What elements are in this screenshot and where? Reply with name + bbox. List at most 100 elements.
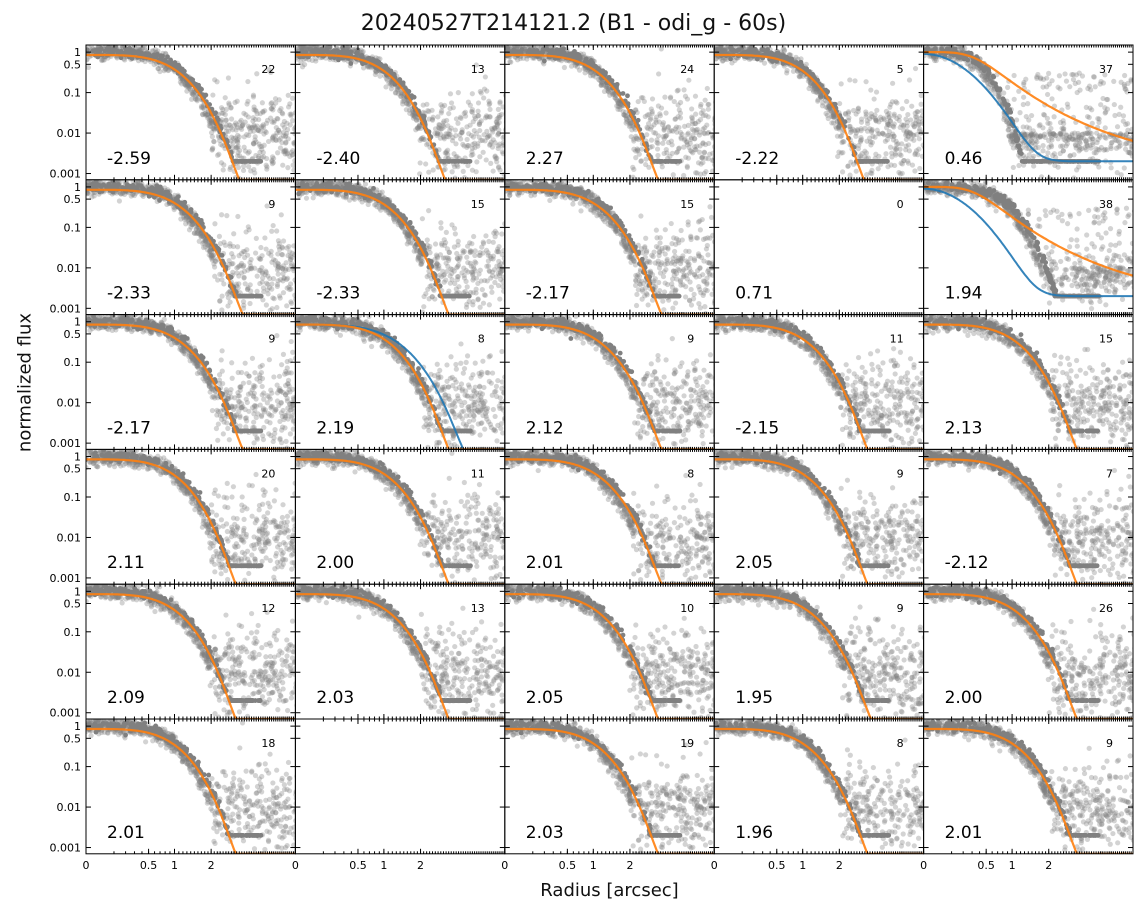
panel-9: 00.71	[713, 179, 925, 316]
panel-count: 9	[268, 198, 275, 211]
fit-curve-orange	[714, 458, 924, 585]
panel-21: 10.5 0.1 0.01 0.001 12 2.09	[50, 583, 296, 720]
panel-count: 10	[680, 602, 694, 615]
panel-count: 12	[261, 602, 275, 615]
x-tick-label: 1	[590, 859, 597, 872]
panel-value: -2.17	[107, 418, 151, 438]
panel-value: 2.01	[526, 553, 564, 573]
y-tick-label: 1	[74, 585, 81, 598]
panel-value: -2.15	[735, 418, 779, 438]
y-tick-label: 0.001	[50, 842, 82, 855]
panel-value: -2.40	[316, 149, 360, 169]
panel-value: -2.12	[945, 553, 989, 573]
fit-curve-blue	[923, 52, 1133, 163]
panel-count: 11	[890, 333, 904, 346]
panel-value: -2.22	[735, 149, 779, 169]
y-tick-label: 0.5	[64, 193, 82, 206]
panel-count: 22	[261, 63, 275, 76]
chart-title: 20240527T214121.2 (B1 - odi_g - 60s)	[0, 11, 1147, 36]
y-tick-label: 0.001	[50, 707, 82, 720]
panel-count: 15	[1099, 333, 1113, 346]
y-tick-label: 1	[74, 316, 81, 329]
panel-frame	[294, 718, 506, 855]
panel-value: 2.05	[735, 553, 773, 573]
panel-28: 0 0.5 1 2 19 2.03	[501, 718, 715, 872]
x-tick-label: 0.5	[349, 859, 367, 872]
y-tick-label: 1	[74, 451, 81, 464]
panel-8: 15 -2.17	[504, 179, 715, 316]
y-tick-label: 1	[74, 720, 81, 733]
panel-3: 242.27	[504, 44, 715, 181]
fit-curve-orange	[923, 185, 1133, 277]
y-tick-label: 0.5	[64, 328, 82, 341]
fit-curve-orange	[923, 51, 1133, 142]
panel-value: -2.59	[107, 149, 151, 169]
panel-7: 15 -2.33	[294, 179, 506, 316]
panel-count: 13	[471, 63, 485, 76]
profile-band	[504, 719, 683, 838]
y-tick-label: 0.01	[57, 397, 82, 410]
panel-20: 7 -2.12	[923, 448, 1134, 585]
panel-15: 152.13	[923, 314, 1134, 450]
x-tick-label: 1	[380, 859, 387, 872]
panel-count: 18	[261, 737, 275, 750]
y-tick-label: 0.1	[64, 221, 82, 234]
profile-band	[295, 450, 473, 569]
panel-count: 19	[680, 737, 694, 750]
panel-count: 9	[1106, 737, 1113, 750]
panel-count: 13	[471, 602, 485, 615]
panel-count: 5	[897, 63, 904, 76]
panel-count: 26	[1099, 602, 1113, 615]
panel-count: 8	[897, 737, 904, 750]
panel-count: 9	[268, 333, 275, 346]
panel-17: 112.00	[294, 448, 506, 585]
tick-marks	[504, 719, 715, 854]
panel-value: 2.00	[316, 553, 354, 573]
panel-count: 20	[261, 467, 275, 480]
fit-curve-orange	[295, 458, 505, 585]
profile-band	[504, 45, 683, 164]
y-tick-label: 0.01	[57, 666, 82, 679]
y-tick-label: 0.001	[50, 302, 82, 315]
panel-19: 92.05	[713, 448, 925, 585]
x-tick-label: 0	[501, 859, 508, 872]
panel-value: -2.33	[107, 284, 151, 304]
y-tick-label: 0.5	[64, 732, 82, 745]
panel-23: 102.05	[504, 583, 715, 720]
panel-count: 37	[1099, 63, 1113, 76]
panel-18: 82.01	[504, 448, 715, 585]
y-tick-label: 0.01	[57, 127, 82, 140]
panel-value: 2.03	[316, 688, 354, 708]
panel-value: 2.01	[107, 823, 145, 843]
panel-14: 11 -2.15	[713, 314, 925, 450]
panel-10: 381.94	[923, 179, 1134, 316]
tick-marks	[923, 719, 1134, 854]
panel-value: -2.33	[316, 284, 360, 304]
panel-value: 2.00	[945, 688, 983, 708]
y-tick-label: 0.01	[57, 262, 82, 275]
panel-value: 2.27	[526, 149, 564, 169]
panel-count: 15	[471, 198, 485, 211]
panel-1: 10.5 0.1 0.01 0.001 22 -2.59	[50, 44, 296, 181]
y-tick-label: 0.5	[64, 598, 82, 611]
y-tick-label: 0.1	[64, 356, 82, 369]
x-tick-label: 1	[1009, 859, 1016, 872]
panel-value: 1.96	[735, 823, 773, 843]
panel-4: 5 -2.22	[713, 44, 925, 181]
profile-band	[714, 45, 890, 164]
tick-marks	[713, 45, 925, 180]
panel-count: 9	[897, 602, 904, 615]
y-tick-label: 0.1	[64, 626, 82, 639]
x-tick-label: 0.5	[768, 859, 786, 872]
tick-marks	[713, 314, 925, 450]
y-tick-label: 0.01	[57, 531, 82, 544]
x-tick-label: 2	[836, 859, 843, 872]
panel-value: 2.13	[945, 418, 983, 438]
panel-count: 9	[687, 333, 694, 346]
y-tick-label: 0.5	[64, 58, 82, 71]
fit-curve-blue	[923, 187, 1133, 298]
x-tick-label: 2	[208, 859, 215, 872]
panel-count: 15	[680, 198, 694, 211]
